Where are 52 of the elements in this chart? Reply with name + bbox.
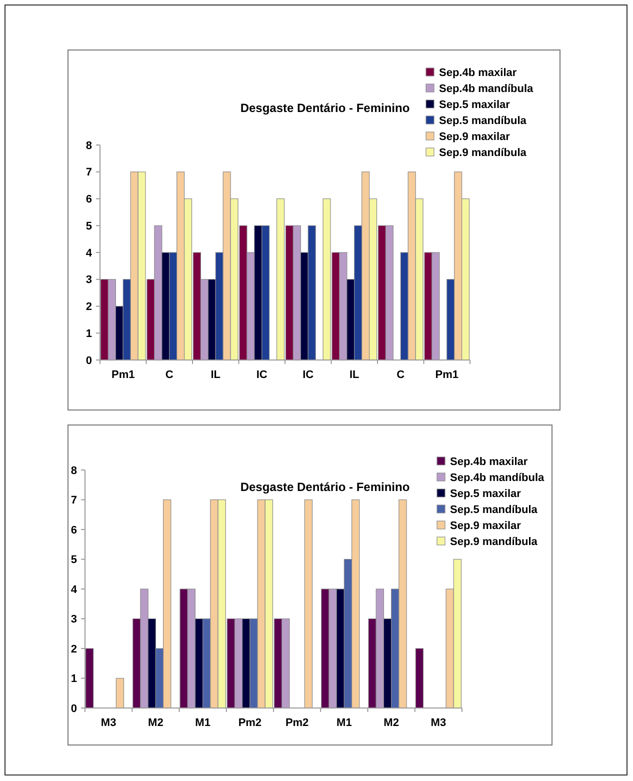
x-tick-label: Pm2 (285, 717, 309, 729)
chart-title: Desgaste Dentário - Feminino (240, 101, 410, 115)
x-tick-label: C (396, 369, 405, 381)
bar (304, 499, 313, 708)
y-tick-label: 7 (86, 166, 92, 179)
legend-label: Sep.4b maxilar (450, 456, 528, 468)
x-tick-label: IL (210, 369, 221, 381)
y-tick-label: 4 (70, 584, 78, 596)
y-tick-label: 8 (86, 140, 92, 152)
legend-label: Sep.4b maxilar (439, 66, 518, 79)
legend-label: Sep.9 maxilar (439, 130, 511, 143)
x-tick-label: IL (349, 369, 360, 381)
legend-label: Sep.9 mandíbula (439, 146, 528, 159)
x-tick-label: C (165, 369, 174, 381)
x-tick-label: M1 (336, 717, 352, 729)
legend-label: Sep.4b mandíbula (439, 82, 534, 95)
legend-label: Sep.9 mandíbula (450, 536, 538, 548)
x-tick-label: IC (302, 369, 314, 381)
y-tick-label: 3 (86, 274, 92, 286)
y-tick-label: 3 (70, 614, 77, 626)
y-tick-label: 4 (86, 247, 93, 260)
x-tick-label: IC (256, 369, 268, 381)
x-tick-label: Pm1 (112, 369, 135, 381)
x-tick-label: Pm2 (238, 717, 262, 729)
x-tick-label: M1 (195, 717, 210, 729)
y-tick-label: 2 (86, 301, 92, 314)
legend-label: Sep.4b mandíbula (450, 472, 546, 484)
y-tick-label: 0 (86, 354, 92, 367)
y-tick-label: 1 (70, 673, 77, 686)
legend-label: Sep.5 maxilar (450, 488, 522, 500)
y-tick-label: 5 (70, 554, 77, 566)
y-tick-label: 2 (70, 643, 77, 656)
y-tick-label: 6 (70, 524, 77, 536)
y-tick-label: 0 (70, 702, 77, 715)
x-tick-label: M2 (384, 717, 399, 729)
y-tick-label: 5 (86, 220, 92, 232)
legend-label: Sep.5 mandíbula (450, 504, 538, 516)
x-tick-label: M3 (100, 717, 116, 729)
x-tick-label: M2 (148, 717, 164, 729)
x-tick-label: Pm1 (435, 369, 458, 381)
bar (415, 648, 424, 708)
legend-label: Sep.5 maxilar (439, 98, 511, 111)
legend-label: Sep.5 mandíbula (439, 114, 528, 127)
legend-label: Sep.9 maxilar (450, 520, 522, 532)
y-tick-label: 7 (70, 494, 77, 507)
bar (85, 648, 94, 708)
text: Desgaste Dentário - Feminino (240, 480, 410, 494)
x-tick-label: M3 (430, 717, 446, 729)
y-tick-label: 1 (86, 328, 92, 340)
y-tick-label: 8 (70, 464, 77, 477)
y-tick-label: 6 (86, 194, 92, 206)
bar (116, 678, 124, 708)
